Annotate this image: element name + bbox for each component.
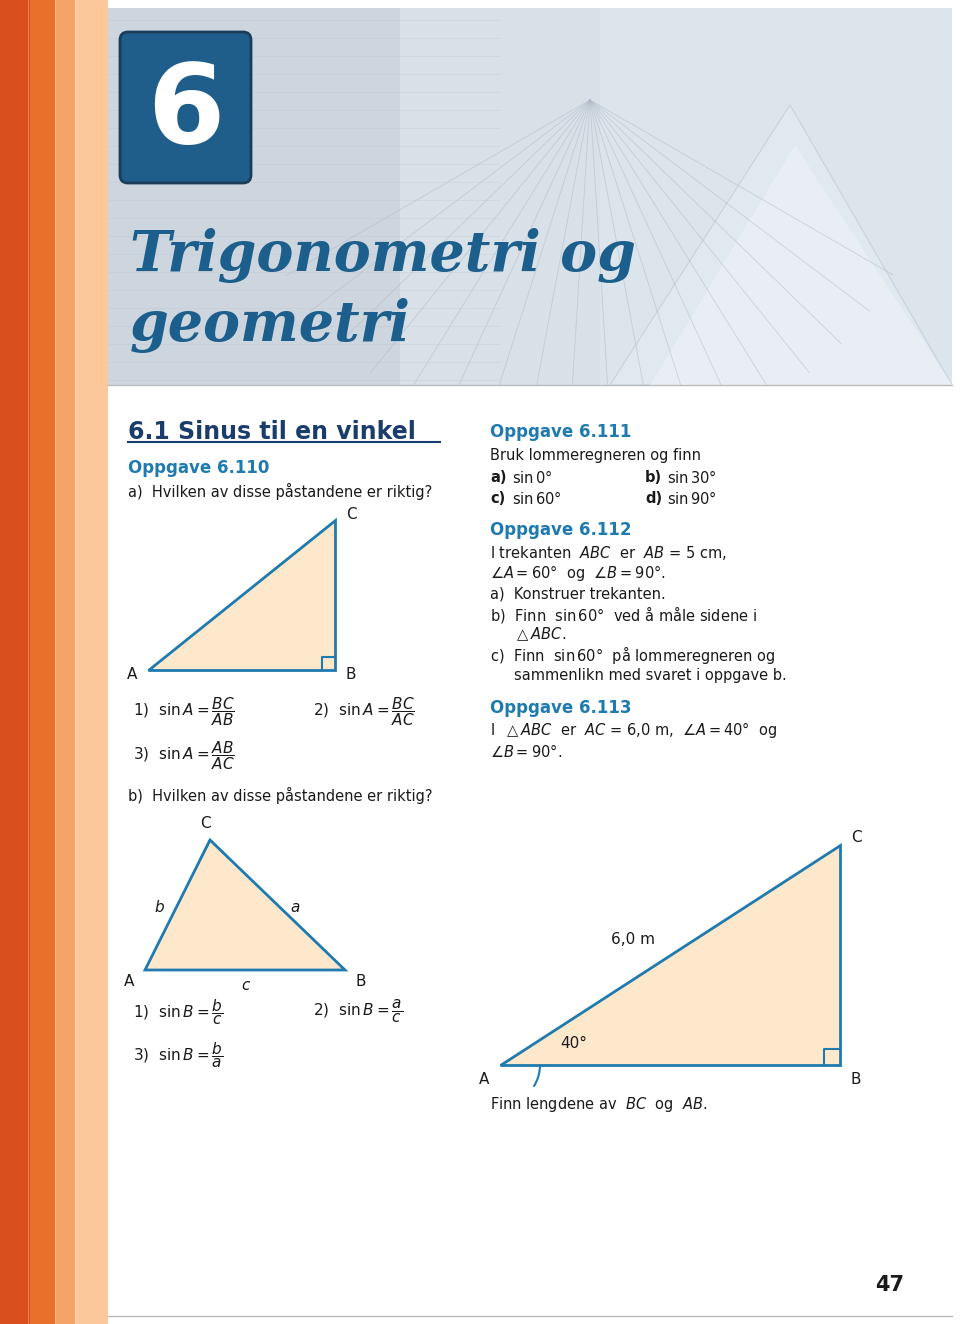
- Text: Oppgave 6.113: Oppgave 6.113: [490, 699, 632, 718]
- Text: 40°: 40°: [560, 1035, 587, 1050]
- Polygon shape: [0, 0, 45, 1324]
- Text: $\sin 60°$: $\sin 60°$: [512, 490, 562, 507]
- Text: A: A: [124, 974, 134, 989]
- Text: $\sin 0°$: $\sin 0°$: [512, 469, 553, 486]
- Text: $\angle B = 90°$.: $\angle B = 90°$.: [490, 743, 563, 760]
- Text: c: c: [241, 978, 250, 993]
- Text: $\triangle ABC$.: $\triangle ABC$.: [514, 625, 566, 643]
- Text: a: a: [291, 899, 300, 915]
- Text: 3)  $\sin B = \dfrac{b}{a}$: 3) $\sin B = \dfrac{b}{a}$: [133, 1041, 224, 1070]
- Text: c): c): [490, 490, 505, 506]
- Text: A: A: [127, 666, 137, 682]
- Text: B: B: [356, 974, 367, 989]
- Text: C: C: [346, 507, 356, 522]
- Polygon shape: [600, 8, 952, 385]
- Text: b)  Hvilken av disse påstandene er riktig?: b) Hvilken av disse påstandene er riktig…: [128, 786, 433, 804]
- Text: b)  Finn  $\sin 60°$  ved å måle sidene i: b) Finn $\sin 60°$ ved å måle sidene i: [490, 604, 756, 625]
- Polygon shape: [610, 105, 952, 385]
- Text: Bruk lommeregneren og finn: Bruk lommeregneren og finn: [490, 448, 701, 462]
- Text: I trekanten  $ABC$  er  $AB$ = 5 cm,: I trekanten $ABC$ er $AB$ = 5 cm,: [490, 544, 727, 561]
- Polygon shape: [400, 8, 952, 385]
- Text: 6.1 Sinus til en vinkel: 6.1 Sinus til en vinkel: [128, 420, 416, 444]
- Polygon shape: [650, 146, 952, 385]
- Text: $\sin 90°$: $\sin 90°$: [667, 490, 717, 507]
- Text: C: C: [200, 817, 210, 831]
- Text: 2)  $\sin B = \dfrac{a}{c}$: 2) $\sin B = \dfrac{a}{c}$: [313, 998, 403, 1025]
- Text: 1)  $\sin A = \dfrac{BC}{AB}$: 1) $\sin A = \dfrac{BC}{AB}$: [133, 695, 235, 728]
- Text: 3)  $\sin A = \dfrac{AB}{AC}$: 3) $\sin A = \dfrac{AB}{AC}$: [133, 740, 235, 772]
- Text: b: b: [155, 899, 164, 915]
- Text: A: A: [479, 1071, 490, 1087]
- Text: Oppgave 6.111: Oppgave 6.111: [490, 422, 632, 441]
- Text: 6,0 m: 6,0 m: [611, 932, 655, 948]
- Text: I  $\triangle ABC$  er  $AC$ = 6,0 m,  $\angle A = 40°$  og: I $\triangle ABC$ er $AC$ = 6,0 m, $\ang…: [490, 720, 778, 740]
- Text: 2)  $\sin A = \dfrac{BC}{AC}$: 2) $\sin A = \dfrac{BC}{AC}$: [313, 695, 415, 728]
- Text: $\sin 30°$: $\sin 30°$: [667, 469, 717, 486]
- Text: B: B: [346, 666, 356, 682]
- Text: 47: 47: [876, 1275, 904, 1295]
- Text: Oppgave 6.112: Oppgave 6.112: [490, 522, 632, 539]
- Polygon shape: [148, 520, 335, 670]
- Polygon shape: [75, 0, 108, 1324]
- FancyBboxPatch shape: [120, 32, 251, 183]
- Text: d): d): [645, 490, 662, 506]
- Text: Oppgave 6.110: Oppgave 6.110: [128, 459, 270, 477]
- Text: Finn lengdene av  $BC$  og  $AB$.: Finn lengdene av $BC$ og $AB$.: [490, 1095, 708, 1115]
- Text: B: B: [851, 1071, 861, 1087]
- Polygon shape: [55, 0, 95, 1324]
- Polygon shape: [108, 8, 952, 385]
- Text: a)  Hvilken av disse påstandene er riktig?: a) Hvilken av disse påstandene er riktig…: [128, 482, 432, 499]
- Polygon shape: [108, 385, 952, 1316]
- Polygon shape: [500, 845, 840, 1064]
- Text: 6: 6: [147, 58, 225, 166]
- Text: b): b): [645, 470, 662, 485]
- Text: geometri: geometri: [130, 298, 411, 352]
- Text: c)  Finn  $\sin 60°$  på lommeregneren og: c) Finn $\sin 60°$ på lommeregneren og: [490, 643, 776, 666]
- Text: Trigonometri og: Trigonometri og: [130, 228, 636, 282]
- Text: a)  Konstruer trekanten.: a) Konstruer trekanten.: [490, 587, 665, 601]
- Text: sammenlikn med svaret i oppgave b.: sammenlikn med svaret i oppgave b.: [514, 667, 787, 682]
- Text: 1)  $\sin B = \dfrac{b}{c}$: 1) $\sin B = \dfrac{b}{c}$: [133, 997, 224, 1027]
- Text: a): a): [490, 470, 507, 485]
- Polygon shape: [30, 0, 75, 1324]
- Polygon shape: [145, 839, 345, 970]
- Text: $\angle A = 60°$  og  $\angle B = 90°$.: $\angle A = 60°$ og $\angle B = 90°$.: [490, 563, 666, 583]
- Text: C: C: [851, 830, 861, 845]
